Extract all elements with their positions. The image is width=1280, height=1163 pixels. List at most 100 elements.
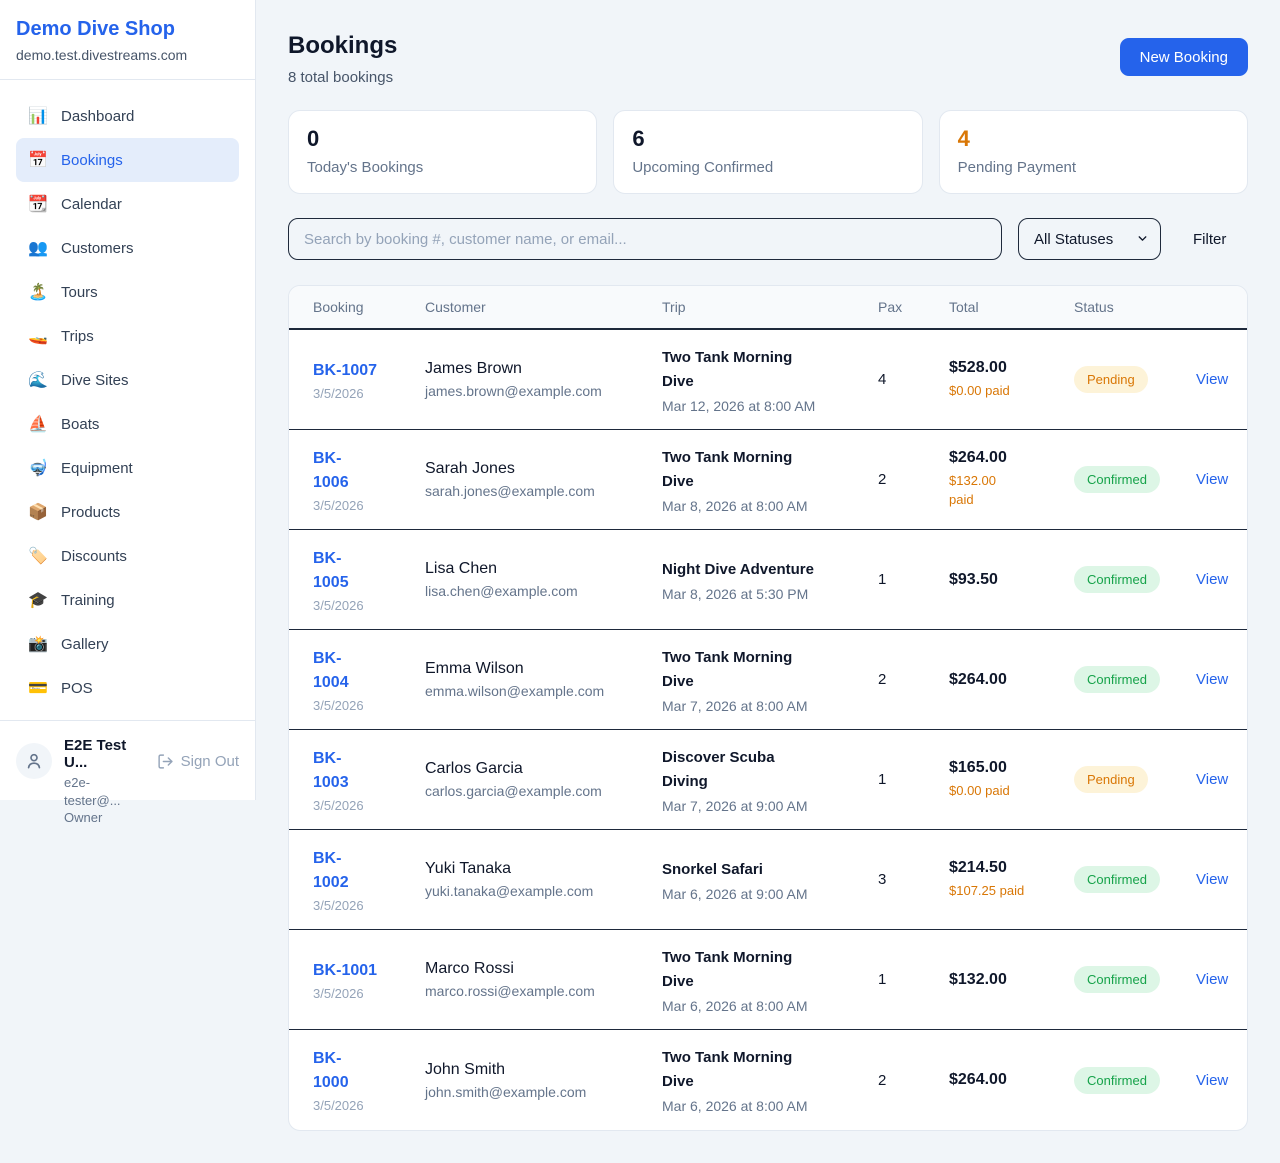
- trip-datetime: Mar 8, 2026 at 5:30 PM: [662, 585, 809, 602]
- user-meta: E2E Test U... e2e-tester@... Owner: [64, 737, 145, 827]
- sidebar-item-pos[interactable]: 💳 POS: [16, 666, 239, 710]
- trip-datetime: Mar 6, 2026 at 8:00 AM: [662, 1098, 808, 1114]
- status-badge: Confirmed: [1074, 666, 1160, 693]
- customers-icon: 👥: [28, 240, 48, 257]
- view-link[interactable]: View: [1196, 471, 1229, 488]
- booking-id-link[interactable]: BK- 1005: [313, 549, 349, 591]
- sidebar-item-discounts[interactable]: 🏷️ Discounts: [16, 534, 239, 578]
- customer-name: Marco Rossi: [425, 960, 514, 977]
- view-link[interactable]: View: [1196, 771, 1229, 788]
- view-link[interactable]: View: [1196, 671, 1229, 688]
- sidebar-item-training[interactable]: 🎓 Training: [16, 578, 239, 622]
- sidebar-item-dashboard[interactable]: 📊 Dashboard: [16, 94, 239, 138]
- pax-cell: 1: [878, 571, 887, 588]
- pax-cell: 2: [878, 671, 887, 688]
- equipment-icon: 🤿: [28, 460, 48, 477]
- customer-cell: Carlos Garcia carlos.garcia@example.com: [425, 760, 662, 799]
- pax-cell: 3: [878, 871, 887, 888]
- booking-id-link[interactable]: BK-1007: [313, 361, 378, 379]
- customer-name: Carlos Garcia: [425, 760, 523, 777]
- view-link[interactable]: View: [1196, 871, 1229, 888]
- stat-card-pending-payment: 4 Pending Payment: [938, 110, 1248, 194]
- column-header-trip: Trip: [662, 299, 686, 315]
- pax-cell: 2: [878, 471, 887, 488]
- sidebar-item-label: Equipment: [61, 459, 133, 477]
- sidebar-item-boats[interactable]: ⛵ Boats: [16, 402, 239, 446]
- customer-email: sarah.jones@example.com: [425, 483, 595, 499]
- status-cell: Confirmed: [1074, 966, 1196, 993]
- stat-card-upcoming-confirmed: 6 Upcoming Confirmed: [613, 110, 923, 194]
- gallery-icon: 📸: [28, 636, 48, 653]
- user-role: Owner: [64, 810, 103, 826]
- sidebar-item-gallery[interactable]: 📸 Gallery: [16, 622, 239, 666]
- view-link[interactable]: View: [1196, 371, 1229, 388]
- table-body: BK-1007 3/5/2026 James Brown james.brown@ex…: [289, 330, 1247, 1130]
- booking-id-link[interactable]: BK-1001: [313, 961, 378, 979]
- total-cell: $264.00: [949, 1071, 1074, 1089]
- customer-name: John Smith: [425, 1060, 506, 1078]
- booking-id-link[interactable]: BK- 1002: [313, 849, 349, 891]
- sign-out-button[interactable]: Sign Out: [157, 753, 239, 770]
- sidebar-item-equipment[interactable]: 🤿 Equipment: [16, 446, 239, 490]
- sidebar-item-tours[interactable]: 🏝️ Tours: [16, 270, 239, 314]
- booking-cell: BK- 1002 3/5/2026: [313, 847, 425, 913]
- sidebar-item-bookings[interactable]: 📅 Bookings: [16, 138, 239, 182]
- booking-cell: BK- 1000 3/5/2026: [313, 1047, 425, 1113]
- search-input[interactable]: [288, 218, 1002, 260]
- view-link[interactable]: View: [1196, 971, 1229, 988]
- pax-cell: 1: [878, 771, 887, 788]
- view-link[interactable]: View: [1196, 1071, 1229, 1089]
- booking-id-link[interactable]: BK- 1000: [313, 1050, 349, 1091]
- new-booking-button[interactable]: New Booking: [1119, 38, 1248, 76]
- dashboard-icon: 📊: [28, 108, 48, 125]
- trip-name: Two Tank Morning Dive: [662, 348, 793, 390]
- customer-name: Emma Wilson: [425, 660, 524, 677]
- status-badge: Confirmed: [1074, 466, 1160, 493]
- trip-datetime: Mar 8, 2026 at 8:00 AM: [662, 497, 808, 514]
- filter-controls: All Statuses Filter: [288, 218, 1248, 260]
- sidebar-item-label: Discounts: [61, 547, 127, 565]
- status-cell: Confirmed: [1074, 566, 1196, 593]
- stat-value: 6: [632, 126, 645, 151]
- customer-cell: James Brown james.brown@example.com: [425, 360, 662, 399]
- boats-icon: ⛵: [28, 416, 48, 433]
- sidebar-item-dive-sites[interactable]: 🌊 Dive Sites: [16, 358, 239, 402]
- column-header-status: Status: [1074, 299, 1114, 315]
- view-link[interactable]: View: [1196, 571, 1229, 588]
- sidebar-item-trips[interactable]: 🚤 Trips: [16, 314, 239, 358]
- customer-name: James Brown: [425, 360, 522, 377]
- total-amount: $264.00: [949, 1071, 1007, 1088]
- pax-cell: 4: [878, 371, 887, 388]
- sidebar-item-products[interactable]: 📦 Products: [16, 490, 239, 534]
- table-row: BK-1001 3/5/2026 Marco Rossi marco.rossi@ex…: [289, 930, 1247, 1030]
- user-name: E2E Test U...: [64, 737, 127, 771]
- tours-icon: 🏝️: [28, 284, 48, 301]
- sidebar-item-label: Trips: [61, 327, 94, 345]
- booking-cell: BK-1007 3/5/2026: [313, 359, 425, 401]
- filter-button[interactable]: Filter: [1193, 230, 1227, 248]
- trip-cell: Night Dive Adventure Mar 8, 2026 at 5:30 …: [662, 558, 878, 602]
- booking-id-link[interactable]: BK- 1003: [313, 749, 349, 791]
- trip-name: Two Tank Morning Dive: [662, 448, 793, 490]
- sidebar-item-label: Tours: [61, 283, 98, 301]
- booking-id-link[interactable]: BK- 1006: [313, 449, 349, 491]
- booking-id-link[interactable]: BK- 1004: [313, 649, 349, 691]
- pos-icon: 💳: [28, 680, 48, 697]
- sidebar-header: Demo Dive Shop demo.test.divestreams.com: [0, 0, 255, 80]
- sidebar-item-calendar[interactable]: 📆 Calendar: [16, 182, 239, 226]
- page-header: Bookings 8 total bookings New Booking: [288, 32, 1248, 86]
- page-title: Bookings: [288, 32, 398, 59]
- sidebar-user-footer: E2E Test U... e2e-tester@... Owner Sign …: [0, 720, 255, 843]
- bookings-icon: 📅: [28, 152, 48, 169]
- trip-name: Night Dive Adventure: [662, 560, 814, 578]
- total-amount: $528.00: [949, 358, 1007, 376]
- sidebar-item-label: Boats: [61, 415, 100, 433]
- sidebar-item-customers[interactable]: 👥 Customers: [16, 226, 239, 270]
- main-content: Bookings 8 total bookings New Booking 0 …: [256, 0, 1280, 1163]
- sidebar-item-label: Calendar: [61, 195, 122, 213]
- booking-cell: BK- 1004 3/5/2026: [313, 647, 425, 713]
- table-row: BK- 1000 3/5/2026 John Smith john.smith@exa…: [289, 1030, 1247, 1130]
- table-row: BK- 1006 3/5/2026 Sarah Jones sarah.jones@e…: [289, 430, 1247, 530]
- stat-value: 0: [307, 126, 320, 151]
- status-filter-select[interactable]: All Statuses: [1018, 218, 1161, 260]
